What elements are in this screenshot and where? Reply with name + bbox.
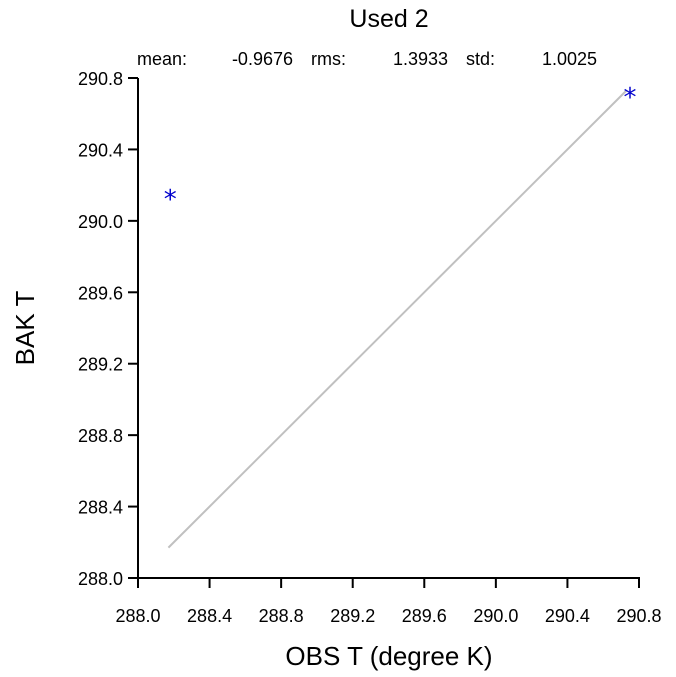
y-tick-label: 290.0 (78, 212, 123, 232)
data-point-marker: * (164, 185, 177, 215)
stats-std-value: 1.0025 (542, 49, 597, 69)
x-tick-label: 290.8 (616, 606, 661, 626)
stats-line: mean: -0.9676 rms: 1.3933 std: 1.0025 (137, 49, 597, 69)
y-axis-ticks: 288.0 288.4 288.8 289.2 289.6 290.0 290.4 290.8 (78, 69, 138, 589)
x-tick-label: 290.0 (473, 606, 518, 626)
data-points: ** (164, 83, 637, 215)
reference-line (167, 89, 628, 549)
chart-title: Used 2 (349, 5, 428, 33)
y-tick-label: 288.4 (78, 498, 123, 518)
y-axis-title: BAK T (10, 291, 40, 366)
x-tick-label: 289.2 (330, 606, 375, 626)
y-tick-label: 288.8 (78, 426, 123, 446)
data-point-marker: * (624, 83, 637, 113)
stats-rms-value: 1.3933 (393, 49, 448, 69)
x-tick-label: 290.4 (545, 606, 590, 626)
x-tick-label: 288.0 (115, 606, 160, 626)
x-tick-label: 288.4 (187, 606, 232, 626)
y-tick-label: 289.2 (78, 355, 123, 375)
y-tick-label: 288.0 (78, 569, 123, 589)
stats-std-label: std: (466, 49, 495, 69)
x-tick-label: 289.6 (402, 606, 447, 626)
y-tick-label: 289.6 (78, 283, 123, 303)
y-tick-label: 290.8 (78, 69, 123, 89)
x-axis-title: OBS T (degree K) (285, 641, 492, 671)
y-tick-label: 290.4 (78, 140, 123, 160)
stats-mean-value: -0.9676 (232, 49, 293, 69)
x-axis-ticks: 288.0 288.4 288.8 289.2 289.6 290.0 290.4 290.8 (115, 578, 662, 626)
stats-rms-label: rms: (311, 49, 346, 69)
x-tick-label: 288.8 (259, 606, 304, 626)
stats-mean-label: mean: (137, 49, 187, 69)
